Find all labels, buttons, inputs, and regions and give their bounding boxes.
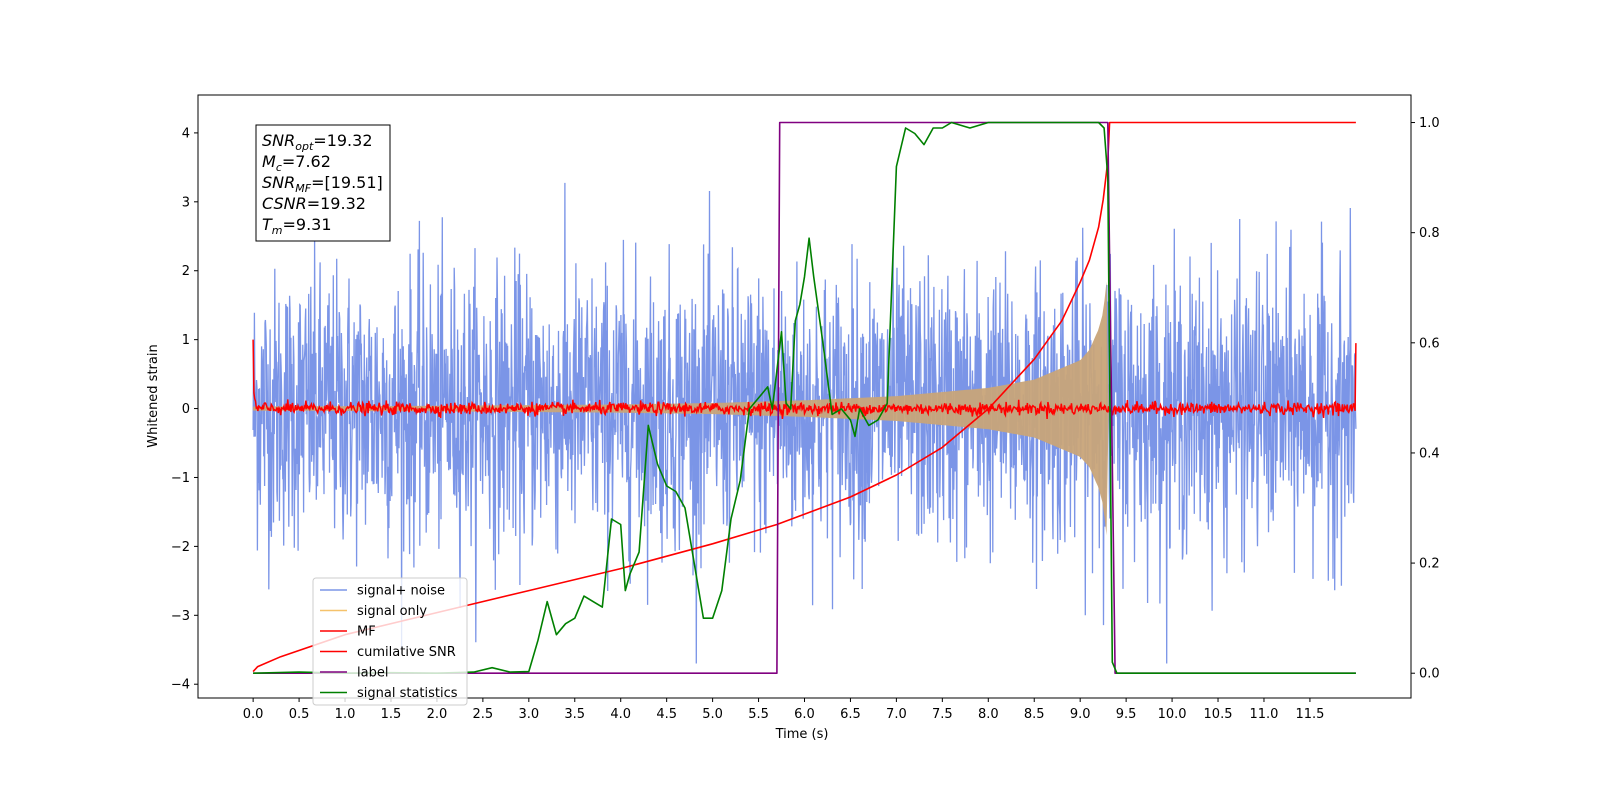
- x-tick-label: 10.5: [1204, 707, 1233, 722]
- legend-label: signal only: [357, 604, 427, 619]
- x-axis: 0.0 0.5 1.0 1.5 2.0 2.5 3.0 3.5 4.0 4.5 5.0 5.5 6.0 6…: [243, 698, 1324, 722]
- y-left-tick-label: −3: [171, 609, 190, 624]
- x-tick-label: 8.0: [978, 707, 999, 722]
- x-tick-label: 11.0: [1249, 707, 1278, 722]
- annotation-line: SNRMF=[19.51]: [262, 173, 383, 195]
- x-tick-label: 5.5: [748, 707, 769, 722]
- y-left-tick-label: 2: [182, 264, 190, 279]
- series-mf: [252, 339, 1357, 420]
- x-tick-label: 8.5: [1024, 707, 1045, 722]
- x-tick-label: 2.5: [473, 707, 494, 722]
- legend-entry-mf: MF: [320, 625, 376, 640]
- annotation-box: SNRopt=19.32Mc=7.62SNRMF=[19.51]CSNR=19.…: [255, 124, 391, 242]
- y-right-tick-label: 1.0: [1419, 116, 1440, 131]
- legend-label: cumilative SNR: [357, 645, 456, 660]
- legend: signal+ noise signal only MF cumilative SNR…: [312, 577, 468, 706]
- y-right-tick-label: 0.0: [1419, 667, 1440, 682]
- x-tick-label: 0.0: [243, 707, 264, 722]
- y-left-tick-label: 4: [182, 126, 190, 141]
- legend-entry-label: label: [320, 666, 388, 681]
- series-signal-noise: [252, 182, 1357, 664]
- annotation-line: SNRopt=19.32: [262, 131, 373, 153]
- y-left-tick-label: 3: [182, 195, 190, 210]
- y-left-tick-label: −1: [171, 471, 190, 486]
- y-left-tick-label: −4: [171, 678, 190, 693]
- series-signal-statistics: [253, 121, 1356, 674]
- x-tick-label: 6.5: [840, 707, 861, 722]
- y-right-tick-label: 0.2: [1419, 557, 1440, 572]
- y-right-tick-label: 0.6: [1419, 336, 1440, 351]
- legend-entry-cumilative-snr: cumilative SNR: [320, 645, 456, 660]
- legend-entry-signal-statistics: signal statistics: [320, 686, 458, 701]
- x-tick-label: 1.0: [335, 707, 356, 722]
- y-left-tick-label: −2: [171, 540, 190, 555]
- y-left-tick-label: 0: [182, 402, 190, 417]
- legend-entry-signal-only: signal only: [320, 604, 427, 619]
- y-right-tick-label: 0.4: [1419, 446, 1440, 461]
- x-tick-label: 7.0: [886, 707, 907, 722]
- x-tick-label: 4.0: [610, 707, 631, 722]
- x-tick-label: 11.5: [1295, 707, 1324, 722]
- x-axis-label: Time (s): [775, 727, 829, 742]
- y-left-tick-label: 1: [182, 333, 190, 348]
- x-tick-label: 10.0: [1158, 707, 1187, 722]
- y-axis-label: Whitened strain: [146, 344, 161, 447]
- x-tick-label: 3.5: [564, 707, 585, 722]
- x-tick-label: 0.5: [289, 707, 310, 722]
- annotation-line: CSNR=19.32: [262, 194, 366, 213]
- y-axis-left: 4 3 2 1 0 −1 −2 −3 −4: [171, 126, 198, 693]
- x-tick-label: 5.0: [702, 707, 723, 722]
- x-tick-label: 4.5: [656, 707, 677, 722]
- x-tick-label: 3.0: [518, 707, 539, 722]
- x-tick-label: 9.5: [1116, 707, 1137, 722]
- x-tick-label: 1.5: [381, 707, 402, 722]
- y-right-tick-label: 0.8: [1419, 226, 1440, 241]
- legend-label: signal+ noise: [357, 584, 445, 599]
- legend-label: MF: [357, 625, 376, 640]
- legend-label: signal statistics: [357, 686, 458, 701]
- annotation-line: Tm=9.31: [262, 215, 332, 237]
- x-tick-label: 9.0: [1070, 707, 1091, 722]
- legend-entry-signal-noise: signal+ noise: [320, 584, 445, 599]
- x-tick-label: 6.0: [794, 707, 815, 722]
- x-tick-label: 2.0: [427, 707, 448, 722]
- y-axis-right: 1.0 0.8 0.6 0.4 0.2 0.0: [1411, 116, 1440, 682]
- annotation-frame: [255, 124, 391, 242]
- x-tick-label: 7.5: [932, 707, 953, 722]
- legend-label: label: [357, 666, 388, 681]
- annotation-line: Mc=7.62: [262, 152, 331, 174]
- legend-frame: [312, 577, 468, 706]
